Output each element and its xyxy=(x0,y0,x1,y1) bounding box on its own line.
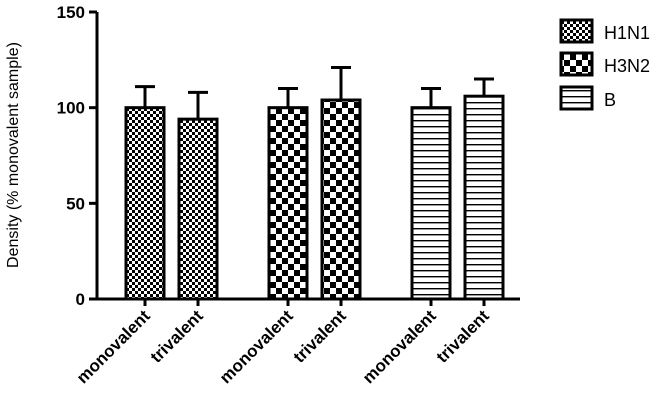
category-label: monovalent xyxy=(359,306,440,387)
category-label: monovalent xyxy=(73,306,154,387)
category-label: monovalent xyxy=(216,306,297,387)
bar-h3n2-monovalent xyxy=(267,106,309,301)
bar-h1n1-monovalent xyxy=(124,106,166,301)
legend-swatch-h1n1 xyxy=(559,18,594,44)
y-tick-label: 50 xyxy=(66,194,85,213)
bar-h1n1-trivalent xyxy=(177,117,219,301)
legend-label-b: B xyxy=(604,90,616,110)
bar-h3n2-trivalent xyxy=(320,98,362,301)
legend-label-h1n1: H1N1 xyxy=(604,23,650,43)
bar-b-trivalent xyxy=(463,94,505,301)
y-tick-label: 150 xyxy=(57,3,85,22)
category-label: trivalent xyxy=(433,306,493,366)
y-axis-label: Density (% monovalent sample) xyxy=(5,42,22,268)
legend-swatch-h3n2 xyxy=(559,51,594,77)
legend-swatch-b xyxy=(559,85,594,111)
category-label: trivalent xyxy=(290,306,350,366)
legend-label-h3n2: H3N2 xyxy=(604,56,650,76)
y-tick-label: 0 xyxy=(76,290,85,309)
y-tick-label: 100 xyxy=(57,99,85,118)
category-label: trivalent xyxy=(147,306,207,366)
legend: H1N1 H3N2 B xyxy=(559,18,650,111)
bars-layer xyxy=(124,65,505,301)
bar-b-monovalent xyxy=(410,106,452,301)
